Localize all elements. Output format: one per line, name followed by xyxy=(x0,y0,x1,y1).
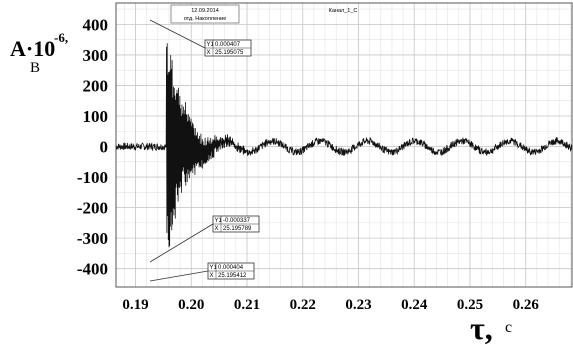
annotation-value: 25.195412 xyxy=(218,273,247,279)
x-tick-label: 0.19 xyxy=(122,297,148,313)
annotation-key: Y1 xyxy=(210,265,218,271)
y-tick-label: 0 xyxy=(100,138,109,157)
annotation-value: -0.000337 xyxy=(223,218,251,224)
y-tick-label: 300 xyxy=(83,46,109,65)
y-axis-label-text: A·10 xyxy=(10,36,56,61)
y-axis-label-exponent: -6, xyxy=(54,30,68,46)
signal-series-line xyxy=(115,43,573,248)
annotation-leader xyxy=(149,270,209,282)
annotation-key: X xyxy=(215,226,219,232)
chart-header: 12.09.2014 отд. Накопление Канал_1_С xyxy=(170,4,358,24)
annotation-leader xyxy=(149,19,206,49)
annotation-value: 25.195789 xyxy=(223,226,252,232)
header-channel: Канал_1_С xyxy=(329,8,358,14)
header-box xyxy=(170,4,240,24)
x-tick-label: 0.22 xyxy=(290,297,316,313)
y-axis-exponent-text: -6 xyxy=(54,30,65,45)
x-axis-unit: с xyxy=(505,319,513,336)
y-tick-label: 400 xyxy=(83,15,109,34)
annotation-leader xyxy=(149,223,214,263)
header-date: 12.09.2014 xyxy=(191,8,219,14)
y-tick-label: 100 xyxy=(83,107,109,126)
plot-frame xyxy=(115,2,573,288)
y-axis-label-separator: , xyxy=(64,30,69,45)
x-tick-label: 0.21 xyxy=(234,297,260,313)
annotation-value: 0.000407 xyxy=(215,42,241,48)
x-tick-label: 0.25 xyxy=(457,297,483,313)
y-tick-label: -100 xyxy=(77,168,108,187)
x-tick-label: 0.26 xyxy=(513,297,540,313)
annotation-value: 25.195075 xyxy=(215,50,244,56)
header-subtitle: отд. Накопление xyxy=(184,16,227,22)
y-axis-unit: В xyxy=(30,60,41,76)
y-tick-label: -400 xyxy=(77,260,108,279)
y-tick-label: -300 xyxy=(77,229,108,248)
annotation-key: X xyxy=(207,50,211,56)
y-tick-label: -200 xyxy=(77,199,108,218)
y-axis-ticks: 400 300 200 100 0 -100 -200 -300 -400 xyxy=(77,15,108,278)
x-axis-ticks: 0.19 0.20 0.21 0.22 0.23 0.24 0.25 0.26 xyxy=(122,297,539,313)
annotation-key: X xyxy=(210,273,214,279)
x-tick-label: 0.20 xyxy=(178,297,204,313)
x-tick-label: 0.24 xyxy=(401,297,428,313)
annotation-value: 0.000404 xyxy=(218,265,244,271)
y-axis-label: A·10 xyxy=(10,36,55,62)
y-tick-label: 200 xyxy=(83,76,109,95)
annotation-key: Y1 xyxy=(207,42,215,48)
x-axis-label: τ, xyxy=(470,310,493,345)
x-tick-label: 0.23 xyxy=(345,297,371,313)
annotation-key: Y1 xyxy=(215,218,223,224)
